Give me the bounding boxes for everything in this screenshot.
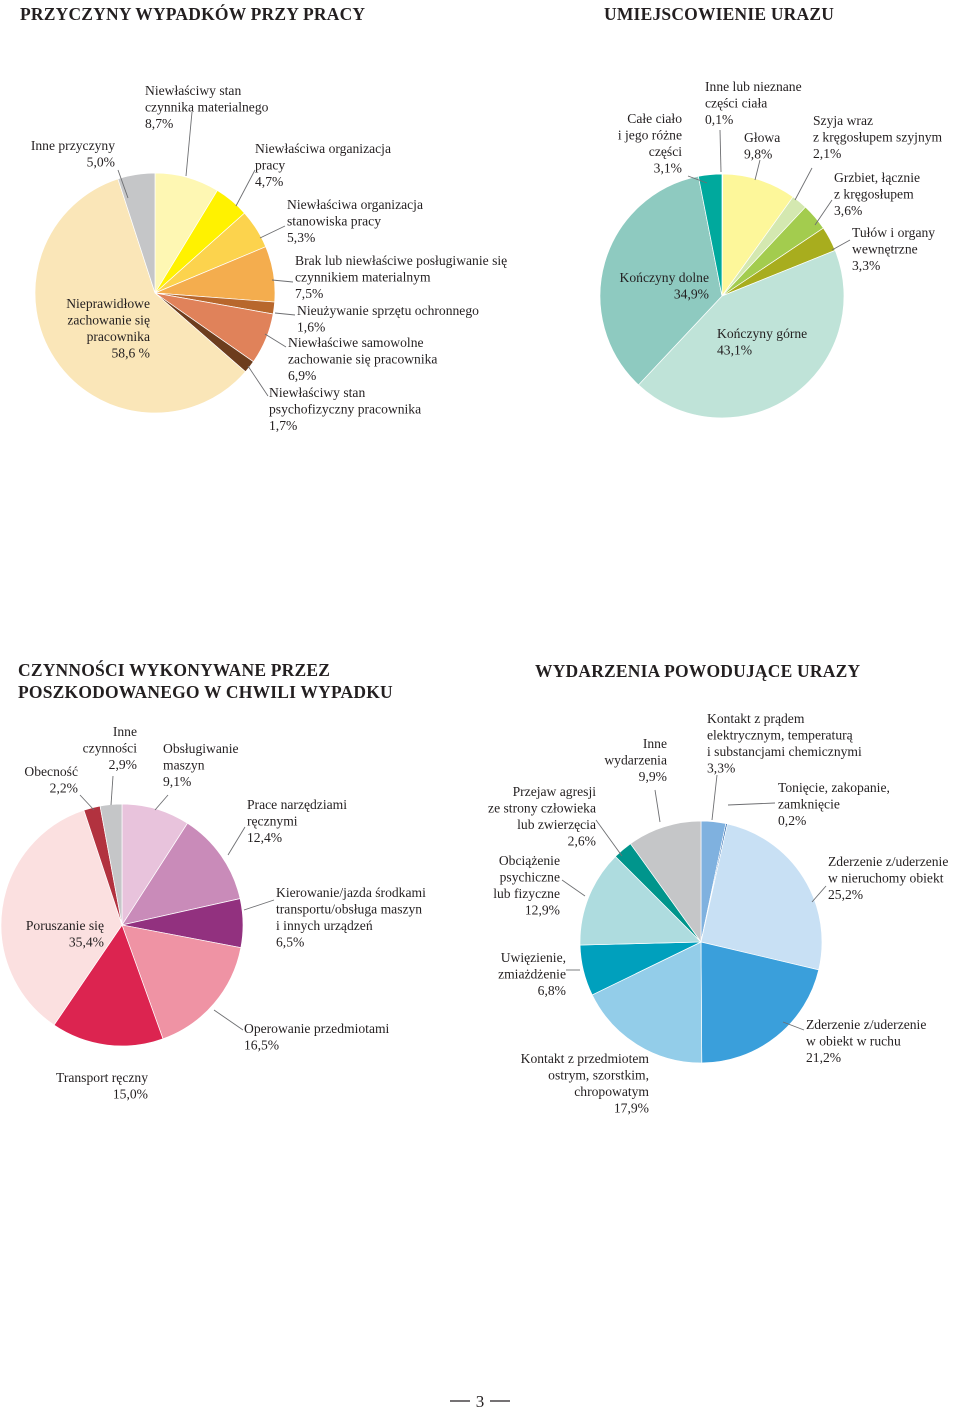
leader-line-activities-2: [243, 899, 275, 911]
slice-label-activities-5: Poruszanie się 35,4%: [26, 918, 104, 950]
leader-line-causes-5: [264, 333, 287, 348]
pie-slice-activities-5: [0, 809, 123, 1026]
pie-slice-causes-8: [117, 172, 156, 294]
slice-label-causes-3: Brak lub niewłaściwe posługiwanie się czy…: [295, 253, 507, 301]
leader-line-causes-2: [259, 225, 286, 239]
leader-line-causes-8: [117, 169, 129, 199]
leader-line-injury-location-2: [794, 167, 813, 201]
pie-slice-events-2: [700, 823, 823, 971]
pie-slice-causes-7: [34, 178, 247, 414]
slice-label-causes-2: Niewłaściwa organizacja stanowiska pracy 5…: [287, 197, 423, 245]
page-number: 3: [476, 1392, 485, 1411]
slice-label-events-5: Uwięzienie, zmiażdżenie 6,8%: [498, 950, 566, 998]
leader-line-injury-location-1: [754, 159, 761, 181]
slice-label-activities-0: Obsługiwanie maszyn 9,1%: [163, 741, 239, 789]
pie-chart-activities: Obsługiwanie maszyn 9,1%Prace narzędziami r…: [0, 724, 426, 1102]
slice-label-injury-location-1: Głowa 9,8%: [744, 130, 780, 162]
leader-line-causes-1: [235, 169, 256, 207]
slice-label-events-6: Obciążenie psychiczne lub fizyczne 12,9%: [493, 853, 560, 918]
leader-line-events-8: [654, 789, 661, 823]
leader-line-activities-6: [79, 794, 95, 811]
slice-label-injury-location-6: Kończyny dolne 34,9%: [620, 270, 709, 302]
pie-slice-injury-location-7: [697, 173, 723, 297]
leader-line-injury-location-4: [831, 239, 851, 251]
slice-label-causes-8: Inne przyczyny 5,0%: [31, 138, 115, 170]
leader-line-events-3: [782, 1021, 805, 1031]
slice-label-causes-1: Niewłaściwa organizacja pracy 4,7%: [255, 141, 391, 189]
leader-line-events-1: [727, 802, 776, 806]
pie-slice-events-8: [630, 820, 702, 944]
chart-title-activities-line2: POSZKODOWANEGO W CHWILI WYPADKU: [18, 682, 393, 702]
slice-label-events-2: Zderzenie z/uderzenie w nieruchomy obiekt…: [828, 854, 948, 902]
pie-chart-events: Kontakt z prądem elektrycznym, temperatur…: [488, 711, 948, 1116]
pie-chart-causes: Niewłaściwy stan czynnika materialnego 8,7…: [31, 83, 507, 433]
leader-line-events-0: [711, 774, 718, 821]
slice-label-activities-3: Operowanie przedmiotami 16,5%: [244, 1021, 390, 1053]
slice-label-causes-0: Niewłaściwy stan czynnika materialnego 8,7…: [145, 83, 269, 131]
leader-line-activities-3: [213, 1009, 244, 1031]
slice-label-injury-location-7: Całe ciało i jego różne części 3,1%: [618, 111, 682, 176]
slice-label-events-4: Kontakt z przedmiotem ostrym, szorstkim, c…: [521, 1051, 650, 1116]
slice-label-events-8: Inne wydarzenia 9,9%: [604, 736, 667, 784]
pie-slice-events-4: [591, 941, 703, 1064]
pie-slice-activities-1: [121, 822, 241, 926]
slice-label-injury-location-5: Kończyny górne 43,1%: [717, 326, 807, 358]
leader-line-causes-0: [185, 111, 193, 177]
leader-line-activities-1: [227, 826, 246, 856]
slice-label-causes-7: Nieprawidłowe zachowanie się pracownika 58,…: [66, 296, 150, 361]
pie-chart-injury-location: Inne lub nieznane części ciała 0,1%Głowa 9,…: [599, 79, 943, 419]
pie-slice-activities-4: [53, 924, 164, 1047]
slice-label-injury-location-2: Szyja wraz z kręgosłupem szyjnym 2,1%: [813, 113, 943, 161]
pie-slice-injury-location-1: [721, 173, 794, 298]
slice-label-events-3: Zderzenie z/uderzenie w obiekt w ruchu 21,…: [806, 1017, 926, 1065]
leader-line-events-7: [595, 819, 623, 857]
pie-slice-events-6: [579, 855, 702, 946]
pie-slice-events-3: [700, 941, 820, 1064]
chart-title-events: WYDARZENIA POWODUJĄCE URAZY: [535, 661, 860, 681]
leader-line-activities-7: [110, 775, 114, 806]
pie-slice-injury-location-6: [599, 175, 723, 386]
slice-label-injury-location-3: Grzbiet, łącznie z kręgosłupem 3,6%: [834, 170, 920, 218]
slice-label-events-7: Przejaw agresji ze strony człowieka lub zw…: [488, 784, 596, 849]
leader-line-causes-6: [247, 365, 269, 397]
leader-line-causes-3: [271, 279, 294, 283]
chart-title-activities-line1: CZYNNOŚCI WYKONYWANE PRZEZ: [18, 660, 330, 680]
leader-line-events-6: [561, 879, 586, 897]
slice-label-causes-6: Niewłaściwy stan psychofizyczny pracownik…: [269, 385, 421, 433]
slice-label-events-1: Tonięcie, zakopanie, zamknięcie 0,2%: [778, 780, 890, 828]
leader-line-injury-location-7: [687, 175, 708, 184]
leader-line-injury-location-0: [719, 129, 722, 173]
slice-label-activities-1: Prace narzędziami ręcznymi 12,4%: [247, 797, 347, 845]
slice-label-activities-7: Inne czynności 2,9%: [83, 724, 138, 772]
leader-line-injury-location-3: [814, 199, 833, 226]
leader-line-causes-4: [274, 312, 296, 316]
slice-label-activities-2: Kierowanie/jazda środkami transportu/obsł…: [276, 885, 426, 950]
chart-title-injury-location: UMIEJSCOWIENIE URAZU: [604, 4, 834, 24]
slice-label-causes-4: Nieużywanie sprzętu ochronnego 1,6%: [297, 303, 479, 335]
pie-slice-injury-location-5: [637, 249, 845, 419]
leader-line-events-2: [811, 885, 827, 903]
slice-label-injury-location-0: Inne lub nieznane części ciała 0,1%: [705, 79, 802, 127]
slice-label-causes-5: Niewłaściwe samowolne zachowanie się prac…: [288, 335, 437, 383]
chart-title-causes: PRZYCZYNY WYPADKÓW PRZY PRACY: [20, 4, 365, 24]
slice-label-activities-6: Obecność 2,2%: [24, 764, 78, 796]
leader-line-activities-0: [154, 794, 169, 811]
pie-slice-activities-3: [121, 924, 242, 1040]
slice-label-injury-location-4: Tułów i organy wewnętrzne 3,3%: [852, 225, 935, 273]
slice-label-activities-4: Transport ręczny 15,0%: [56, 1070, 148, 1102]
slice-label-events-0: Kontakt z prądem elektrycznym, temperatur…: [707, 711, 862, 776]
